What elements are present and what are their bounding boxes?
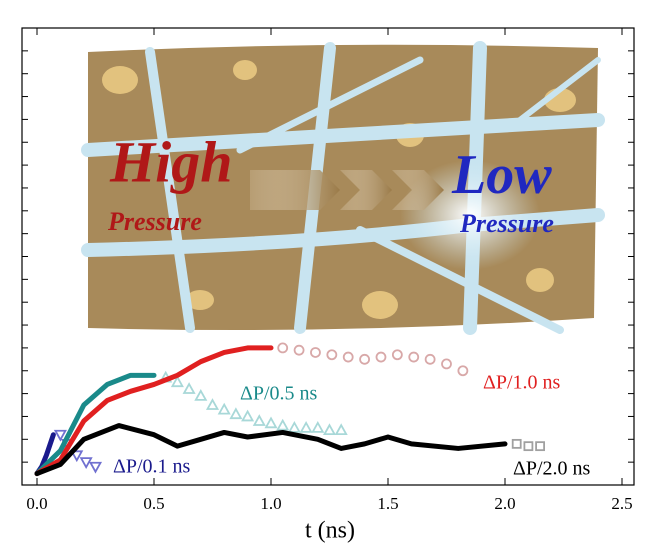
marker <box>424 353 436 365</box>
marker <box>53 429 67 442</box>
marker <box>310 347 321 358</box>
marker <box>205 398 220 410</box>
marker <box>511 438 522 449</box>
x-tick-label: 0.5 <box>143 494 164 513</box>
marker <box>70 450 84 463</box>
series-line <box>34 423 508 477</box>
marker <box>287 421 301 433</box>
marker <box>299 421 313 433</box>
series-label: ΔP/0.1 ns <box>113 456 191 478</box>
x-tick-label: 1.0 <box>260 494 281 513</box>
marker <box>311 421 325 433</box>
marker <box>277 342 289 354</box>
x-tick-label: 1.5 <box>377 494 398 513</box>
marker <box>375 351 387 363</box>
marker <box>217 402 231 415</box>
marker <box>535 441 545 452</box>
marker <box>322 423 337 436</box>
marker <box>457 365 469 377</box>
marker <box>342 351 354 363</box>
marker <box>523 441 534 452</box>
x-tick-label: 0.0 <box>26 494 47 513</box>
marker <box>264 416 278 429</box>
marker <box>276 418 290 431</box>
inset-text: Pressure <box>107 207 202 236</box>
marker <box>359 353 371 365</box>
series-label: ΔP/1.0 ns <box>483 372 561 394</box>
marker <box>182 382 196 394</box>
marker <box>293 344 305 356</box>
series-label: ΔP/2.0 ns <box>513 458 591 480</box>
x-tick-label: 2.5 <box>611 494 632 513</box>
x-axis-label: t (ns) <box>305 518 355 544</box>
x-tick-label: 2.0 <box>494 494 515 513</box>
series-line <box>34 345 274 477</box>
inset-text: High <box>109 129 233 194</box>
marker <box>194 389 208 401</box>
marker <box>408 351 420 363</box>
inset-text: Pressure <box>459 209 554 238</box>
marker <box>241 409 255 422</box>
inset-illustration: High Pressure Low Pressure <box>81 41 605 335</box>
series-label: ΔP/0.5 ns <box>240 383 318 405</box>
marker <box>229 407 243 420</box>
marker <box>252 414 266 426</box>
marker <box>334 423 348 436</box>
marker <box>391 349 403 361</box>
marker <box>326 349 338 361</box>
series-line <box>34 372 157 477</box>
marker <box>170 375 184 388</box>
marker <box>441 358 452 370</box>
marker <box>79 457 93 470</box>
inset-text: Low <box>451 144 552 206</box>
marker <box>88 461 103 474</box>
